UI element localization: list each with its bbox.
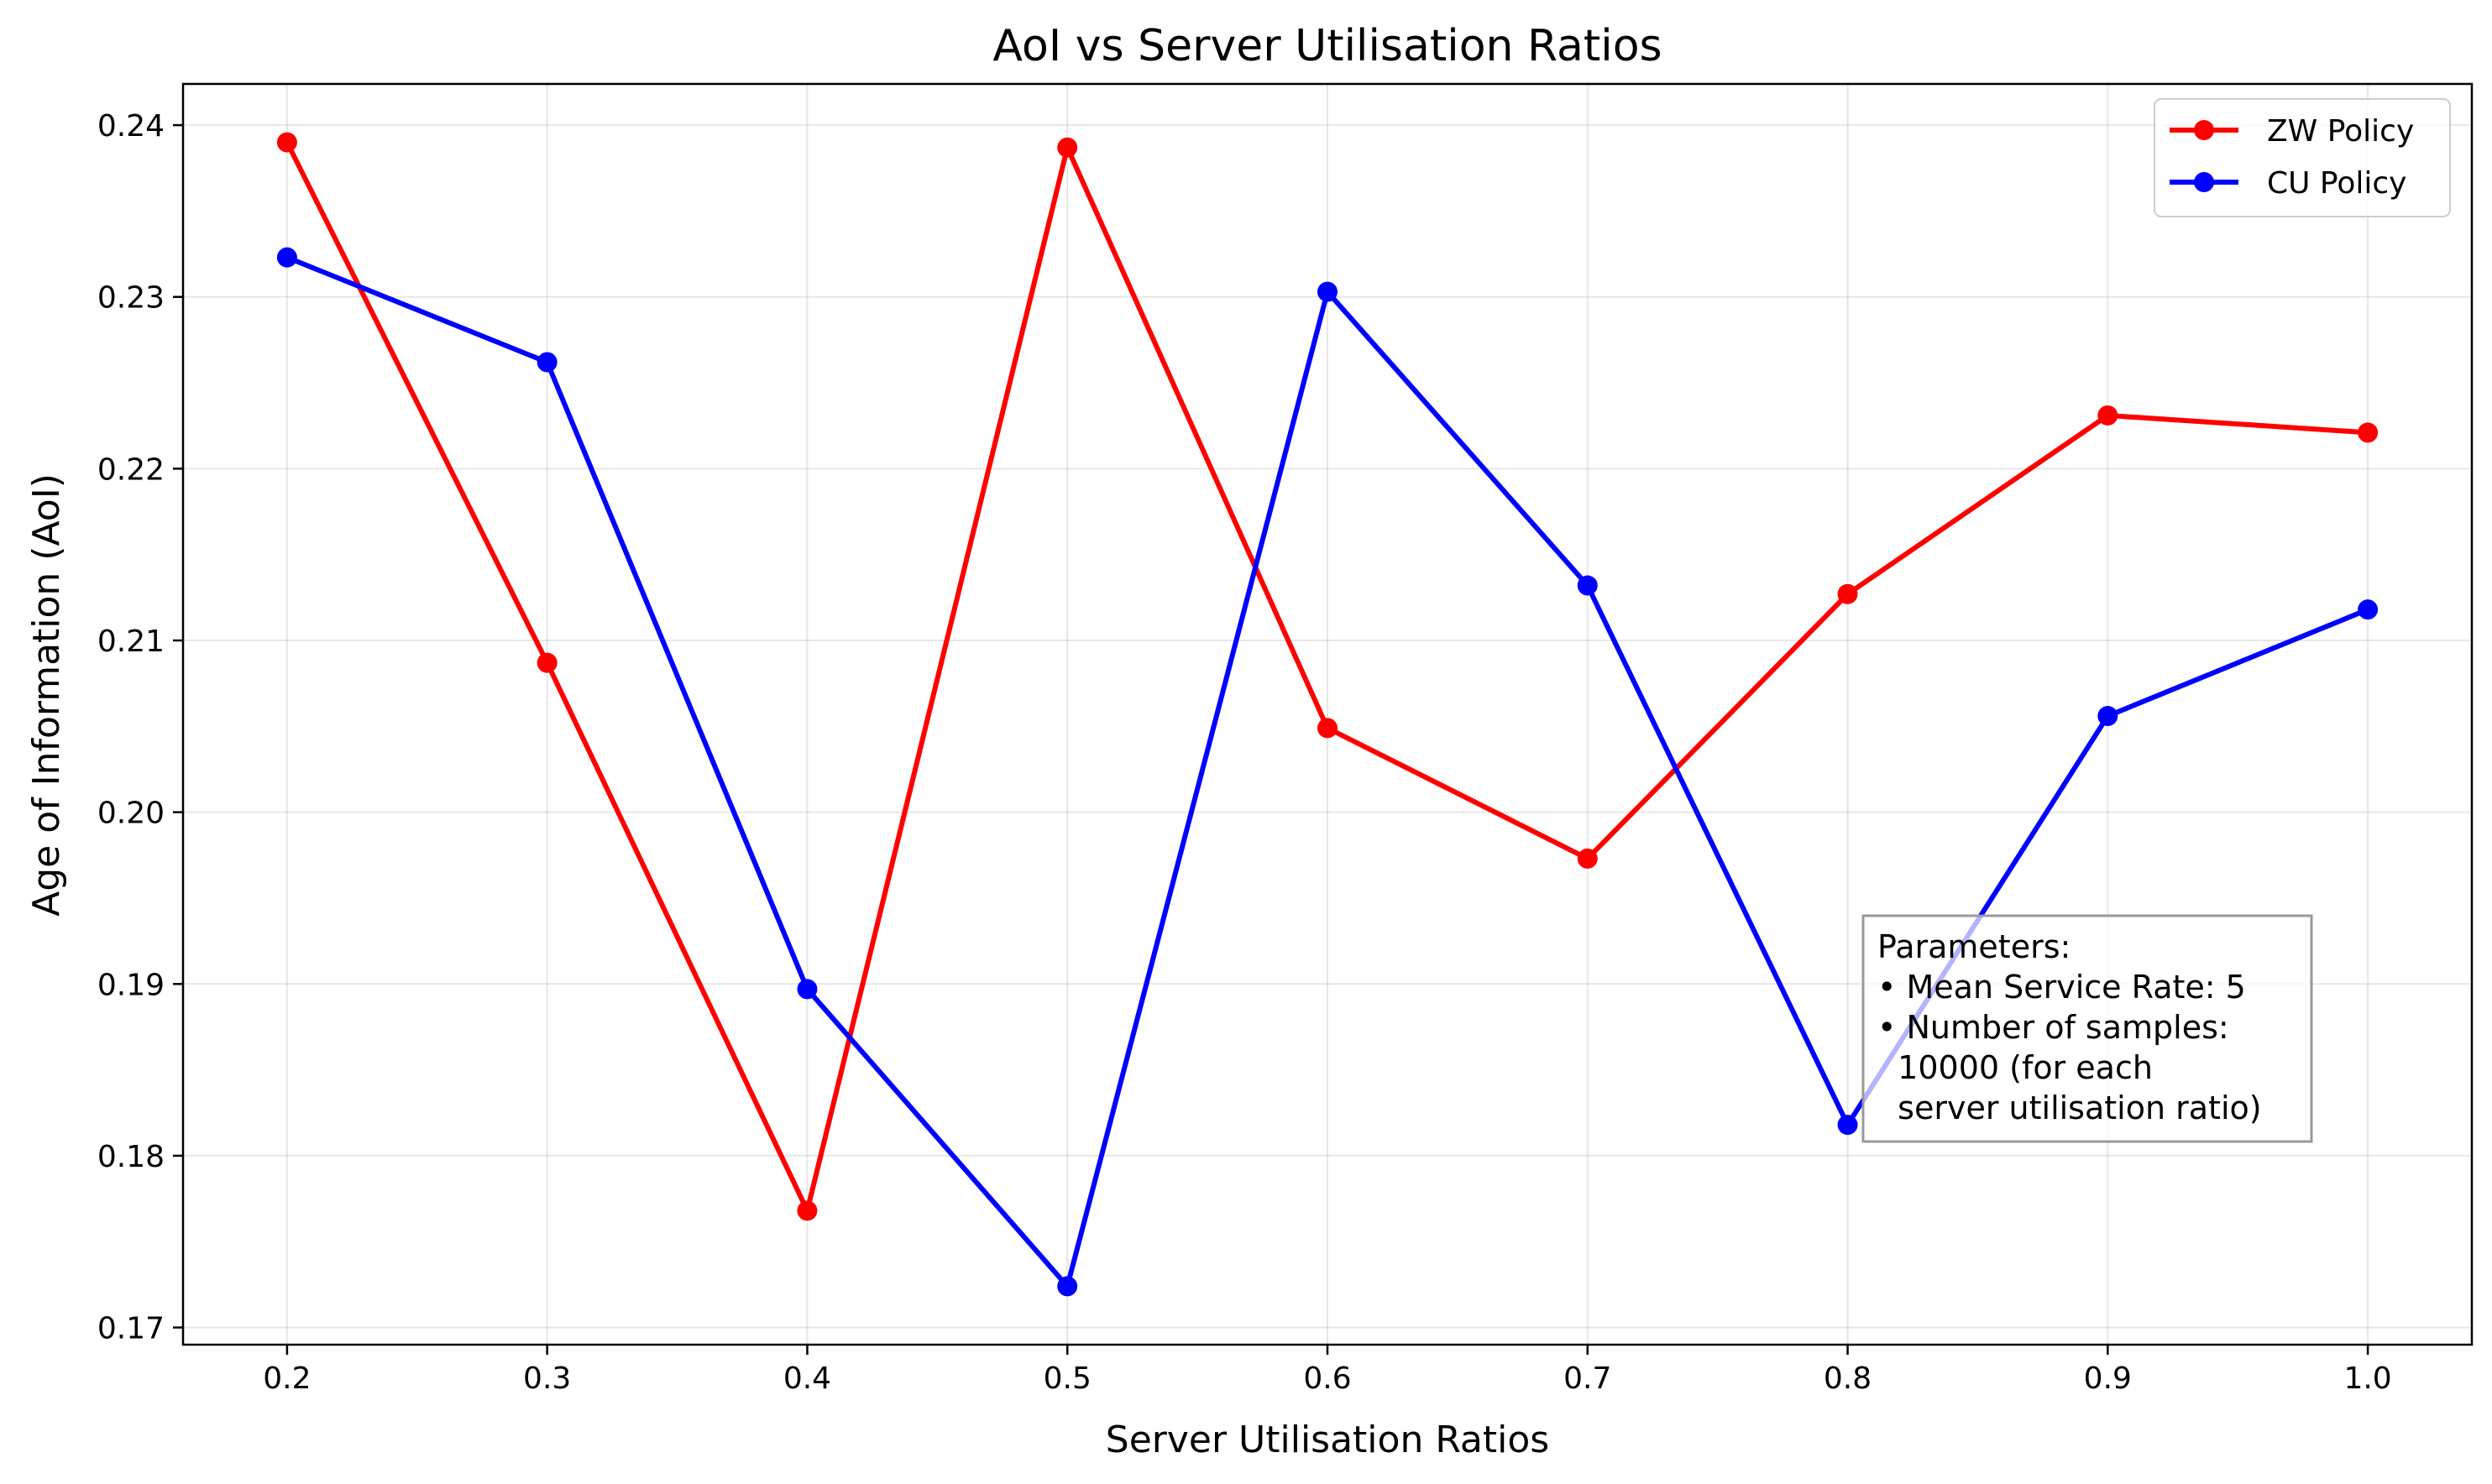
zw-policy-point [1317,718,1338,739]
y-tick-label: 0.20 [97,797,165,831]
series-layer [276,132,2379,1297]
parameters-annotation: Parameters: • Mean Service Rate: 5• Numbe… [1861,914,2313,1143]
y-tick-label: 0.22 [97,452,165,487]
grid [183,84,2472,1345]
zw-policy-point [1057,137,1078,158]
cu-policy-legend-marker [2194,172,2214,192]
zw-policy-point [1837,583,1858,604]
x-tick-label: 0.4 [783,1361,831,1396]
zw-policy-series [276,132,2379,1221]
annotation-box [1861,914,2313,1143]
x-tick-label: 0.7 [1563,1361,1611,1396]
y-axis-label: Age of Information (AoI) [25,473,68,917]
cu-policy-point [1057,1276,1078,1297]
zw-policy-legend-label: ZW Policy [2267,114,2414,149]
y-tick-label: 0.24 [97,109,165,144]
chart-title: AoI vs Server Utilisation Ratios [992,21,1662,71]
y-tick-label: 0.18 [97,1140,165,1174]
cu-policy-point [1317,281,1338,302]
x-tick-label: 0.8 [1824,1361,1872,1396]
cu-policy-legend-label: CU Policy [2267,166,2406,201]
annotation-line: server utilisation ratio) [1877,1089,2262,1126]
annotation-line: • Number of samples: [1877,1009,2229,1046]
zw-policy-point [2358,422,2379,443]
cu-policy-point [797,979,818,1000]
zw-policy-point [276,132,297,153]
x-axis-label: Server Utilisation Ratios [1106,1419,1549,1461]
cu-policy-point [1577,575,1598,596]
zw-policy-legend-marker [2194,120,2214,140]
y-tick-label: 0.17 [97,1312,165,1346]
cu-policy-point [2358,599,2379,620]
legend: ZW Policy CU Policy [2154,98,2451,217]
x-tick-label: 0.5 [1044,1361,1092,1396]
cu-policy-point [537,352,558,373]
axis-ticks: 0.2 0.3 0.4 0.5 0.6 0.7 0.8 0.9 1.0 0.17 0.18 0.19 0… [97,109,2392,1396]
cu-policy-point [2097,706,2118,727]
x-tick-label: 0.9 [2084,1361,2132,1396]
cu-policy-point [276,247,297,268]
x-tick-label: 1.0 [2343,1361,2391,1396]
cu-policy-point [1837,1115,1858,1136]
x-tick-label: 0.6 [1303,1361,1351,1396]
zw-policy-point [537,652,558,673]
annotation-line: Parameters: [1877,928,2071,965]
y-tick-label: 0.23 [97,281,165,316]
x-tick-label: 0.2 [263,1361,311,1396]
zw-policy-point [1577,848,1598,869]
annotation-line: • Mean Service Rate: 5 [1877,969,2246,1006]
annotation-line: 10000 (for each [1877,1049,2153,1086]
y-tick-label: 0.19 [97,968,165,1002]
zw-policy-point [797,1200,818,1221]
zw-policy-point [2097,405,2118,426]
y-tick-label: 0.21 [97,624,165,659]
x-tick-label: 0.3 [523,1361,571,1396]
cu-policy-series [276,247,2379,1297]
